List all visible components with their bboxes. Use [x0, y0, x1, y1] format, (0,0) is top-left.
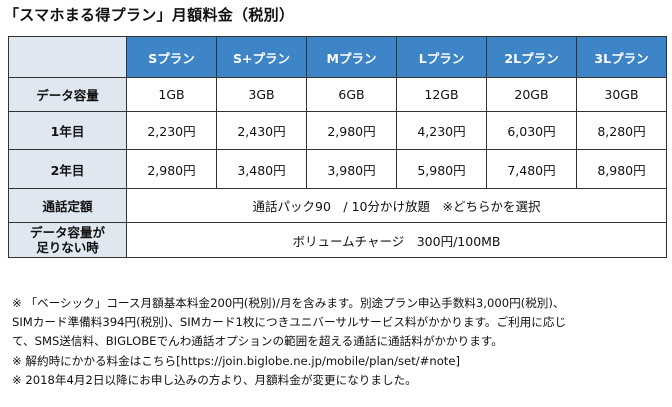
table-cell: 3,480円 — [216, 149, 307, 189]
pricing-table: Sプラン S+プラン Mプラン Lプラン 2Lプラン 3Lプラン データ容量 1… — [8, 36, 667, 258]
header-corner-cell — [8, 36, 127, 78]
row-label-data-capacity: データ容量 — [8, 77, 127, 112]
table-cell: 6GB — [306, 77, 397, 112]
plan-header-3l: 3Lプラン — [576, 36, 667, 78]
footnote-line: SIMカード準備料394円(税別)、SIMカード1枚につきユニバーサルサービス料… — [12, 315, 567, 330]
row-label-second-year: 2年目 — [8, 149, 127, 189]
footnote-line: て、SMS送信料、BIGLOBEでんわ通話オプションの範囲を超える通話に通話料が… — [12, 334, 503, 349]
second-year-price-row: 2年目 2,980円 3,480円 3,980円 5,980円 7,480円 8… — [8, 149, 667, 189]
table-cell: 8,980円 — [576, 149, 667, 189]
table-cell: 2,980円 — [126, 149, 217, 189]
plan-header-2l: 2Lプラン — [486, 36, 577, 78]
table-cell: 7,480円 — [486, 149, 577, 189]
table-cell: 20GB — [486, 77, 577, 112]
table-cell: 5,980円 — [396, 149, 487, 189]
table-cell: 4,230円 — [396, 111, 487, 150]
call-flat-rate-row: 通話定額 通話パック90 / 10分かけ放題 ※どちらかを選択 — [8, 188, 667, 223]
row-label-data-shortage: データ容量が 足りない時 — [8, 222, 127, 258]
first-year-price-row: 1年目 2,230円 2,430円 2,980円 4,230円 6,030円 8… — [8, 111, 667, 150]
table-cell: 2,430円 — [216, 111, 307, 150]
table-cell: 12GB — [396, 77, 487, 112]
plan-header-m: Mプラン — [306, 36, 397, 78]
table-cell: 3GB — [216, 77, 307, 112]
plan-header-row: Sプラン S+プラン Mプラン Lプラン 2Lプラン 3Lプラン — [8, 36, 667, 78]
table-cell: 2,980円 — [306, 111, 397, 150]
plan-header-s: Sプラン — [126, 36, 217, 78]
row-label-line: データ容量が — [29, 225, 105, 240]
footnotes: ※ 「ベーシック」コース月額基本料金200円(税別)/月を含みます。別途プラン申… — [12, 294, 664, 390]
footnote-line: ※ 2018年4月2日以降にお申し込みの方より、月額料金が変更になりました。 — [12, 372, 417, 387]
page-title: 「スマホまる得プラン」月額料金（税別） — [4, 6, 295, 24]
table-cell: 3,980円 — [306, 149, 397, 189]
row-label-call-flat-rate: 通話定額 — [8, 188, 127, 223]
table-cell: 8,280円 — [576, 111, 667, 150]
plan-header-l: Lプラン — [396, 36, 487, 78]
footnote-line: ※ 「ベーシック」コース月額基本料金200円(税別)/月を含みます。別途プラン申… — [12, 296, 565, 310]
row-label-line: 足りない時 — [36, 240, 99, 255]
data-capacity-row: データ容量 1GB 3GB 6GB 12GB 20GB 30GB — [8, 77, 667, 112]
table-cell: 6,030円 — [486, 111, 577, 150]
plan-header-s-plus: S+プラン — [216, 36, 307, 78]
table-cell: 30GB — [576, 77, 667, 112]
row-label-first-year: 1年目 — [8, 111, 127, 150]
table-cell: 2,230円 — [126, 111, 217, 150]
table-cell: 1GB — [126, 77, 217, 112]
call-flat-rate-cell: 通話パック90 / 10分かけ放題 ※どちらかを選択 — [126, 188, 667, 223]
volume-charge-cell: ボリュームチャージ 300円/100MB — [126, 222, 667, 258]
footnote-line: ※ 解約時にかかる料金はこちら[https://join.biglobe.ne.… — [12, 353, 461, 368]
data-shortage-row: データ容量が 足りない時 ボリュームチャージ 300円/100MB — [8, 222, 667, 258]
